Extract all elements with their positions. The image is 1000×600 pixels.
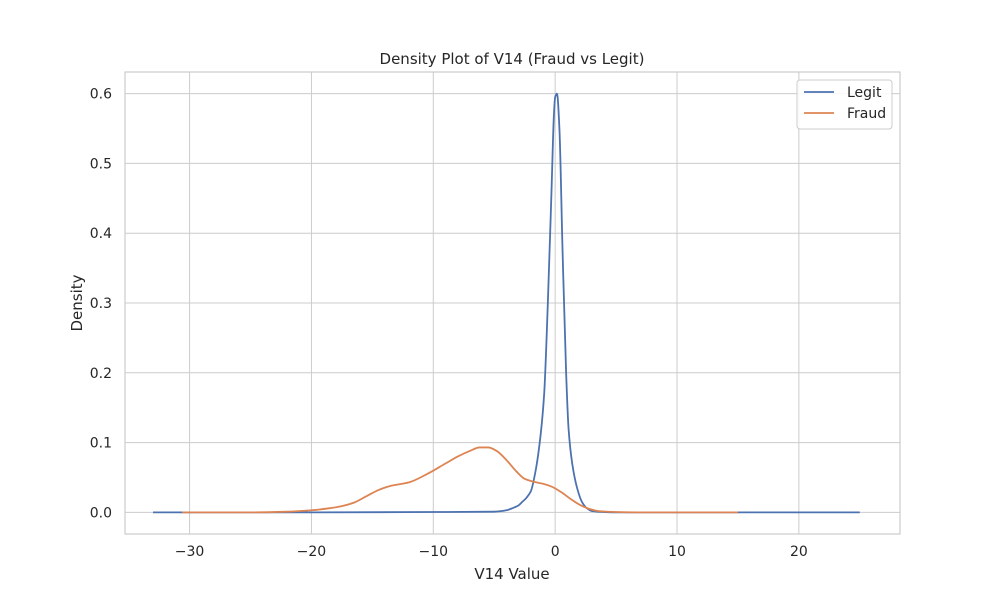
y-axis-label: Density [68, 274, 86, 331]
x-tick-label: 10 [668, 544, 686, 560]
grid-lines [125, 72, 900, 534]
x-tick-label: −30 [175, 544, 205, 560]
x-tick-label: −10 [419, 544, 449, 560]
x-tick-label: −20 [297, 544, 327, 560]
y-tick-label: 0.6 [90, 87, 112, 103]
y-tick-label: 0.4 [90, 226, 112, 242]
legend: Legit Fraud [796, 79, 893, 130]
series-line-fraud [182, 446, 738, 514]
legend-label-fraud: Fraud [847, 106, 886, 122]
y-tick-label: 0.3 [90, 296, 112, 312]
x-axis-label: V14 Value [474, 565, 549, 583]
y-tick-label: 0.0 [90, 505, 112, 521]
y-tick-label: 0.2 [90, 366, 112, 382]
chart-title: Density Plot of V14 (Fraud vs Legit) [380, 50, 645, 68]
plot-frame [124, 71, 901, 535]
series-lines [153, 92, 860, 514]
x-tick-label: 0 [551, 544, 560, 560]
tick-labels: −30 −20 −10 0 10 20 0.0 0.1 0.2 0.3 0.4 0.5 0.6 [90, 87, 808, 560]
y-tick-label: 0.1 [90, 436, 112, 452]
y-tick-label: 0.5 [90, 156, 112, 172]
x-tick-label: 20 [790, 544, 808, 560]
series-line-legit [153, 92, 860, 514]
legend-label-legit: Legit [847, 85, 882, 101]
